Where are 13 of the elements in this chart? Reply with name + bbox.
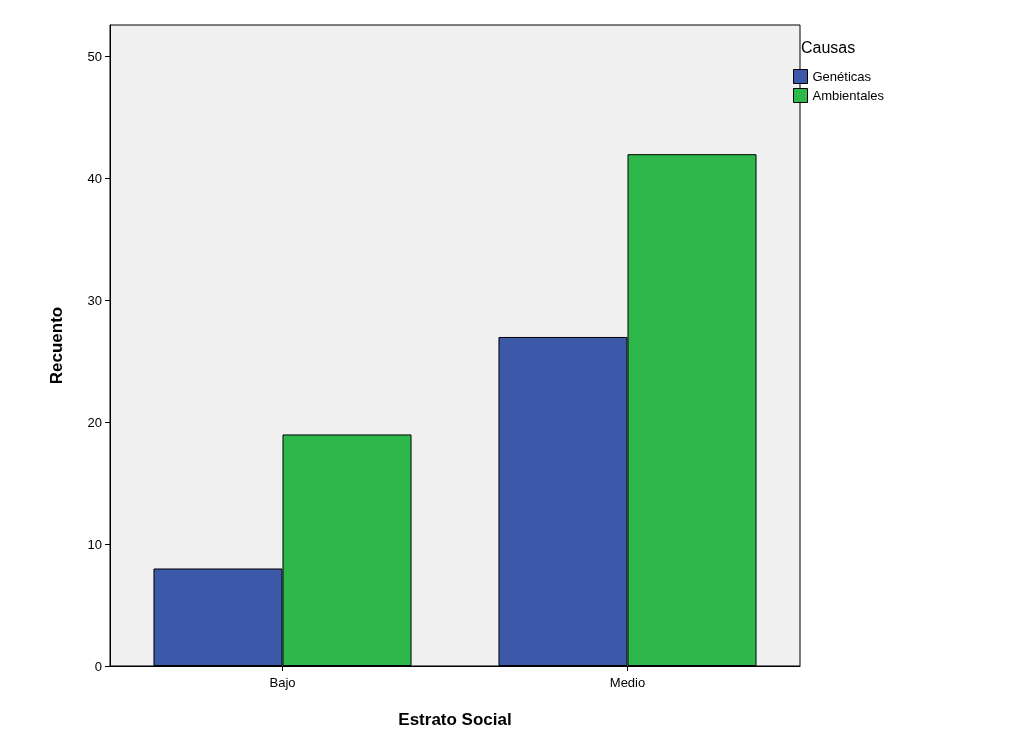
- y-axis-title: Recuento: [47, 306, 66, 385]
- y-tick-label: 50: [87, 49, 102, 65]
- legend-label: Genéticas: [812, 69, 872, 84]
- y-tick-label: 0: [94, 658, 102, 674]
- y-tick-label: 30: [87, 292, 102, 308]
- y-tick-label: 40: [87, 171, 102, 187]
- x-tick-label: Bajo: [269, 675, 296, 690]
- legend-title: Causas: [801, 38, 856, 56]
- y-tick-label: 10: [87, 536, 102, 552]
- x-tick-label: Medio: [609, 675, 646, 690]
- x-axis-title: Estrato Social: [398, 710, 512, 729]
- legend-label: Ambientales: [812, 88, 885, 103]
- y-tick-label: 20: [87, 414, 102, 430]
